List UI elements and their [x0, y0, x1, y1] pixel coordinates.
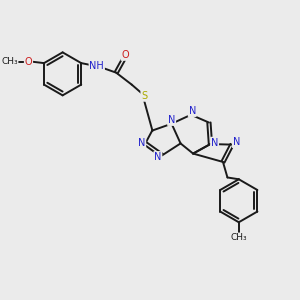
Text: N: N	[154, 152, 162, 162]
Text: N: N	[233, 137, 240, 147]
Text: S: S	[141, 91, 147, 101]
Text: N: N	[211, 137, 218, 148]
Text: O: O	[121, 50, 129, 60]
Text: CH₃: CH₃	[1, 57, 18, 66]
Text: N: N	[138, 138, 146, 148]
Text: N: N	[168, 115, 175, 125]
Text: NH: NH	[89, 61, 104, 71]
Text: O: O	[25, 57, 32, 67]
Text: N: N	[188, 106, 196, 116]
Text: CH₃: CH₃	[230, 233, 247, 242]
